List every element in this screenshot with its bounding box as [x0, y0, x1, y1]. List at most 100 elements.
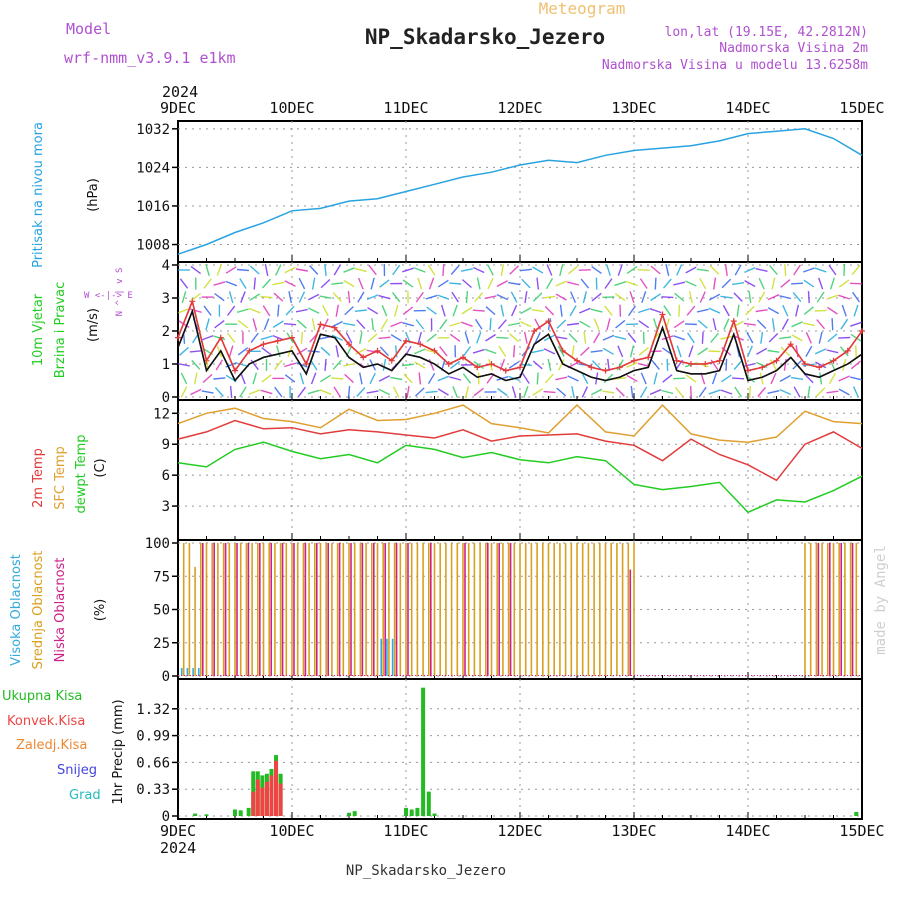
wind-direction-arrow — [391, 291, 401, 303]
wind-direction-arrow — [713, 277, 717, 290]
wind-direction-arrow — [216, 264, 223, 276]
wind-direction-arrow — [708, 307, 721, 314]
wind-direction-arrow — [769, 359, 778, 371]
wind-label-2: Brzina i Pravac — [53, 282, 68, 379]
wind-direction-arrow — [767, 294, 780, 301]
wind-direction-arrow — [637, 362, 650, 367]
wind-direction-arrow — [311, 277, 316, 290]
wind-direction-arrow — [322, 304, 329, 317]
wind-direction-arrow — [213, 377, 226, 380]
wind-direction-arrow — [298, 291, 306, 303]
wind-direction-arrow — [593, 318, 600, 330]
wind-direction-arrow — [688, 291, 693, 304]
wind-direction-arrow — [461, 321, 473, 327]
wind-direction-arrow — [626, 266, 638, 274]
wind-direction-arrow — [748, 291, 752, 304]
wind-direction-arrow — [543, 295, 556, 299]
wind-direction-arrow — [590, 349, 603, 353]
wind-direction-arrow — [226, 332, 236, 344]
wind-direction-arrow — [452, 386, 459, 398]
wind-direction-arrow — [261, 278, 272, 289]
wind-direction-arrow — [263, 318, 270, 331]
wind-direction-arrow — [640, 386, 648, 398]
wind-direction-arrow — [402, 322, 414, 327]
wind-direction-arrow — [744, 279, 756, 288]
wind-direction-arrow — [485, 306, 496, 316]
temp-panel: 3 6 9 12 — [153, 399, 863, 541]
wind-direction-arrow — [215, 359, 224, 371]
wind-direction-arrow — [343, 279, 355, 288]
top-date-axis: 9DEC 10DEC 11DEC 12DEC 13DEC 14DEC 15DEC — [160, 99, 885, 117]
wind-direction-arrow — [696, 308, 709, 313]
wind-direction-arrow — [249, 265, 260, 275]
wind-direction-arrow — [189, 350, 202, 353]
wind-direction-arrow — [602, 347, 614, 355]
wind-direction-arrow — [309, 265, 319, 275]
wind-direction-arrow — [320, 278, 331, 289]
wind-direction-arrow — [852, 291, 860, 303]
wind-direction-arrow — [437, 375, 450, 382]
wind-direction-arrow — [851, 264, 861, 276]
cloud-unit: (%) — [93, 599, 108, 622]
wind-direction-arrow — [732, 377, 745, 380]
precip-bar — [204, 814, 209, 816]
wind-direction-arrow — [414, 361, 426, 369]
wind-direction-arrow — [521, 278, 531, 289]
wind-direction-arrow — [519, 268, 532, 272]
wind-direction-arrow — [451, 291, 459, 303]
wind-direction-arrow — [733, 359, 743, 370]
wind-direction-arrow — [276, 345, 281, 358]
wind-direction-arrow — [332, 359, 342, 370]
wind-direction-arrow — [629, 291, 635, 304]
wind-direction-arrow — [567, 375, 579, 382]
wind-direction-arrow — [229, 385, 233, 399]
wind-direction-arrow — [637, 308, 650, 314]
wind-direction-arrow — [545, 278, 554, 290]
wind-direction-arrow — [523, 386, 529, 398]
wind-direction-arrow — [262, 305, 271, 317]
wind-direction-arrow — [284, 280, 296, 287]
wind-direction-arrow — [370, 277, 375, 290]
station-title: NP_Skadarsko_Jezero — [365, 25, 605, 49]
wind-direction-arrow — [582, 291, 587, 304]
wind-direction-arrow — [651, 359, 660, 371]
precip-bar — [246, 807, 251, 816]
wind-direction-arrow — [580, 278, 590, 289]
wind-direction-arrow — [555, 336, 568, 340]
wind-direction-arrow — [711, 372, 718, 385]
precip-ytick-label: 1.32 — [136, 702, 170, 718]
wind-direction-arrow — [250, 359, 259, 371]
wind-direction-arrow — [342, 322, 356, 326]
wind-direction-arrow — [240, 291, 246, 303]
wind-direction-arrow — [332, 292, 342, 302]
wind-direction-arrow — [359, 331, 363, 344]
wind-direction-arrow — [343, 267, 355, 273]
model-name: wrf-nmm_v3.9.1 e1km — [64, 49, 236, 67]
wind-direction-arrow — [439, 318, 448, 330]
wind-direction-arrow — [850, 321, 862, 327]
wind-direction-arrow — [579, 307, 591, 314]
wind-direction-arrow — [378, 336, 391, 340]
wind-direction-arrow — [570, 291, 577, 303]
wind-direction-arrow — [795, 304, 800, 317]
wind-direction-arrow — [838, 375, 850, 382]
wind-direction-arrow — [755, 268, 768, 272]
wind-direction-arrow — [273, 292, 284, 302]
wind-direction-arrow — [248, 307, 261, 314]
cloud-ytick-label: 75 — [153, 569, 170, 585]
wind-direction-arrow — [571, 345, 575, 358]
wind-direction-arrow — [464, 386, 470, 398]
precip-ytick-label: 0.33 — [136, 782, 170, 798]
precip-panel: 0 0.33 0.66 0.99 1.32 — [136, 678, 863, 825]
wind-direction-arrow — [831, 318, 834, 331]
wind-direction-arrow — [532, 360, 543, 370]
wind-direction-arrow — [465, 291, 469, 304]
wind-direction-arrow — [828, 372, 836, 385]
wind-direction-arrow — [604, 305, 613, 316]
wind-direction-arrow — [498, 345, 507, 357]
wind-direction-arrow — [252, 372, 258, 385]
wind-direction-arrow — [440, 304, 446, 317]
wind-direction-arrow — [592, 332, 601, 344]
wind-direction-arrow — [355, 347, 367, 355]
bottom-date-label: 14DEC — [725, 822, 770, 840]
